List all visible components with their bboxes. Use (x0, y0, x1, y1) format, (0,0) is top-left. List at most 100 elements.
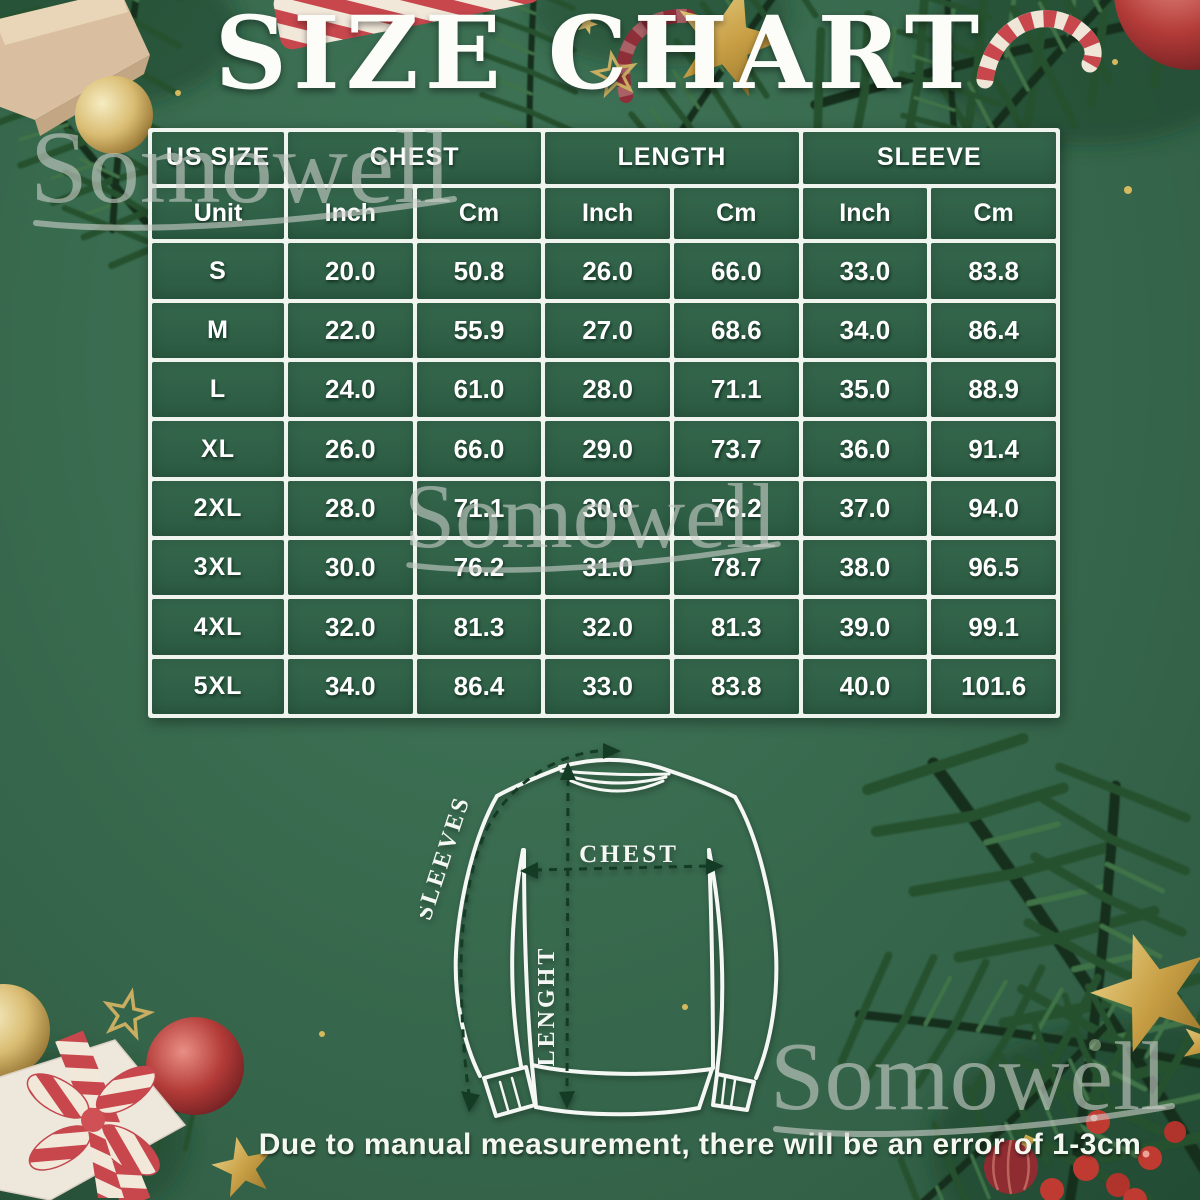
value-cell: 61.0 (416, 362, 542, 418)
value-cell: 71.1 (673, 362, 799, 418)
watermark-swoosh (773, 1103, 1175, 1137)
value-cell: 66.0 (673, 243, 799, 299)
value-cell: 81.3 (673, 599, 799, 655)
value-cell: 29.0 (545, 421, 670, 477)
value-cell: 27.0 (545, 302, 670, 359)
value-cell: 76.2 (673, 480, 799, 537)
size-cell: 4XL (152, 599, 284, 655)
watermark-text: Somowell (770, 1023, 1168, 1131)
col-group-length: LENGTH (545, 132, 799, 184)
sweater-outline (453, 757, 779, 1118)
value-cell: 20.0 (288, 243, 413, 299)
sweater-measurement-diagram: CHEST LENGHT SLEEVES (420, 743, 779, 1118)
value-cell: 91.4 (931, 421, 1056, 477)
gold-glitter-ball (75, 76, 153, 154)
candy-stripe-ribbon (273, 0, 541, 50)
size-chart-table: US SIZE CHEST LENGTH SLEEVE Unit Inch Cm… (148, 128, 1060, 718)
watermark: Somowell (770, 1028, 1175, 1137)
soft-green-dot (1089, 1039, 1101, 1051)
sub-header: Inch (288, 187, 413, 240)
value-cell: 32.0 (545, 599, 670, 655)
value-cell: 73.7 (673, 421, 799, 477)
table-row: M 22.0 55.9 27.0 68.6 34.0 86.4 (152, 302, 1056, 359)
value-cell: 37.0 (802, 480, 928, 537)
value-cell: 38.0 (802, 540, 928, 596)
value-cell: 86.4 (931, 302, 1056, 359)
value-cell: 83.8 (673, 658, 799, 714)
table-row: S 20.0 50.8 26.0 66.0 33.0 83.8 (152, 243, 1056, 299)
size-cell: 3XL (152, 540, 284, 596)
size-cell: 5XL (152, 658, 284, 714)
col-group-us-size: US SIZE (152, 132, 284, 184)
red-ornament-ball (1114, 0, 1200, 70)
value-cell: 40.0 (802, 658, 928, 714)
size-cell: L (152, 362, 284, 418)
value-cell: 83.8 (931, 243, 1056, 299)
gold-star-outline (100, 986, 155, 1040)
value-cell: 71.1 (416, 480, 542, 537)
value-cell: 28.0 (545, 362, 670, 418)
value-cell: 22.0 (288, 302, 413, 359)
chest-label: CHEST (579, 841, 679, 868)
table-row: 4XL 32.0 81.3 32.0 81.3 39.0 99.1 (152, 599, 1056, 655)
watermark: Somowell (30, 116, 457, 231)
red-berries (1040, 1110, 1186, 1200)
value-cell: 88.9 (931, 362, 1056, 418)
red-glitter-ball (146, 1017, 244, 1115)
table-row: 2XL 28.0 71.1 30.0 76.2 37.0 94.0 (152, 480, 1056, 537)
measurement-arrows (459, 749, 711, 1095)
length-label: LENGHT (534, 946, 560, 1067)
value-cell: 33.0 (545, 658, 670, 714)
table-row: XL 26.0 66.0 29.0 73.7 36.0 91.4 (152, 421, 1056, 477)
value-cell: 99.1 (931, 599, 1056, 655)
sub-header: Cm (416, 187, 542, 240)
size-cell: M (152, 302, 284, 359)
arrowheads (461, 743, 724, 1112)
striped-ornament (984, 1134, 1038, 1195)
value-cell: 30.0 (545, 480, 670, 537)
white-gift-box (0, 1030, 187, 1200)
col-group-chest: CHEST (288, 132, 542, 184)
watermark-swoosh (33, 196, 457, 231)
sleeve-measure-line (459, 749, 599, 1095)
dark-red-candy-cane (616, 8, 695, 103)
value-cell: 101.6 (931, 658, 1056, 714)
value-cell: 32.0 (288, 599, 413, 655)
value-cell: 86.4 (416, 658, 542, 714)
sub-header: Inch (802, 187, 928, 240)
value-cell: 39.0 (802, 599, 928, 655)
size-cell: S (152, 243, 284, 299)
value-cell: 24.0 (288, 362, 413, 418)
table-row: 5XL 34.0 86.4 33.0 83.8 40.0 101.6 (152, 658, 1056, 714)
watermark-text: Somowell (404, 465, 778, 567)
value-cell: 30.0 (288, 540, 413, 596)
sub-header: Inch (545, 187, 670, 240)
group-header-row: US SIZE CHEST LENGTH SLEEVE (152, 132, 1056, 184)
page-title: SIZE CHART (214, 0, 986, 112)
value-cell: 94.0 (931, 480, 1056, 537)
candy-cane (976, 10, 1102, 89)
length-measure-line (565, 777, 570, 1093)
col-group-sleeve: SLEEVE (802, 132, 1056, 184)
size-cell: 2XL (152, 480, 284, 537)
watermark: Somowell (404, 470, 781, 573)
value-cell: 34.0 (802, 302, 928, 359)
value-cell: 26.0 (545, 243, 670, 299)
sub-header-row: Unit Inch Cm Inch Cm Inch Cm (152, 187, 1056, 240)
watermark-text: Somowell (30, 110, 452, 225)
value-cell: 81.3 (416, 599, 542, 655)
value-cell: 66.0 (416, 421, 542, 477)
value-cell: 36.0 (802, 421, 928, 477)
watermark-swoosh (406, 541, 781, 573)
value-cell: 50.8 (416, 243, 542, 299)
sub-header: Cm (931, 187, 1056, 240)
value-cell: 55.9 (416, 302, 542, 359)
value-cell: 28.0 (288, 480, 413, 537)
value-cell: 96.5 (931, 540, 1056, 596)
value-cell: 68.6 (673, 302, 799, 359)
sleeves-label: SLEEVES (420, 792, 476, 923)
value-cell: 33.0 (802, 243, 928, 299)
value-cell: 26.0 (288, 421, 413, 477)
